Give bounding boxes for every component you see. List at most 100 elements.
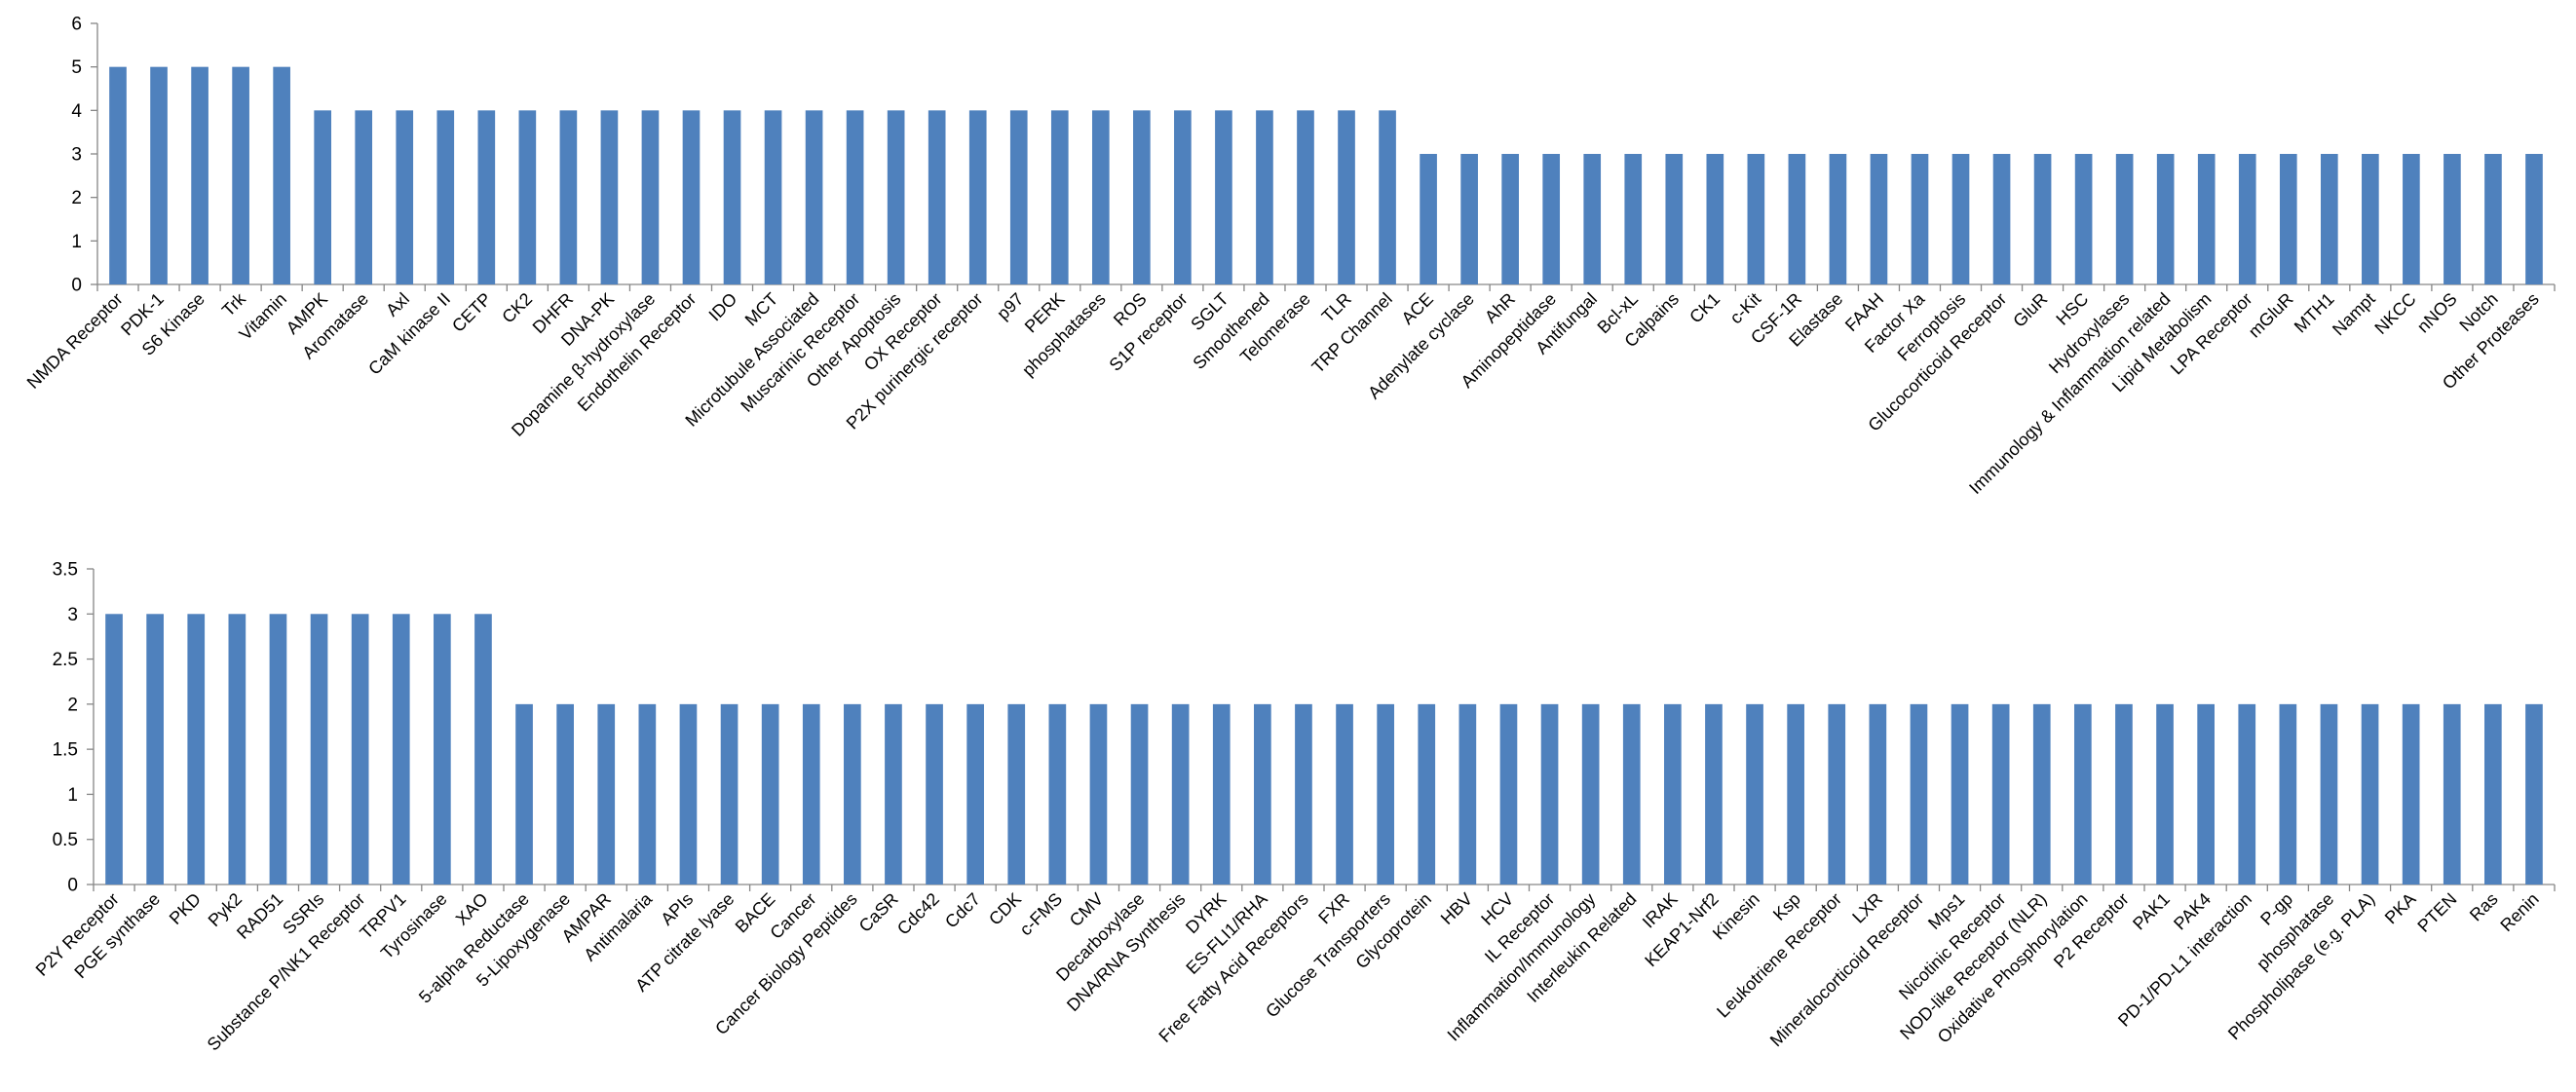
x-category-label: Nampt [2329, 289, 2379, 340]
bar [2074, 154, 2093, 284]
y-tick-label: 2.5 [53, 650, 78, 670]
bar [518, 110, 537, 284]
bar [1009, 110, 1028, 284]
bar [1542, 154, 1561, 284]
bar [2525, 154, 2543, 284]
y-tick-label: 3.5 [53, 560, 78, 581]
bar [1215, 110, 1232, 284]
bar [1050, 110, 1069, 284]
bar [2238, 703, 2256, 885]
y-tick-label: 0 [71, 276, 82, 296]
bar [1951, 154, 1970, 284]
bar [2484, 703, 2502, 885]
bar [109, 66, 127, 285]
x-category-label: NKCC [2370, 289, 2419, 338]
x-category-label: nNOS [2413, 289, 2461, 337]
bar [2361, 703, 2379, 885]
y-tick-label: 3 [71, 145, 82, 166]
bar [2156, 154, 2175, 284]
bar [1583, 154, 1602, 284]
bar [1458, 703, 1477, 885]
bar [1911, 154, 1929, 284]
bar [396, 110, 414, 284]
bar [846, 110, 864, 284]
bar [105, 614, 123, 885]
bar [1910, 703, 1928, 885]
bar [723, 110, 741, 284]
y-tick-label: 4 [71, 101, 82, 122]
bar [310, 614, 328, 885]
bar [150, 66, 168, 285]
bar [2156, 703, 2174, 885]
bar [926, 703, 943, 885]
bar [887, 110, 905, 284]
bar [2484, 154, 2502, 284]
bar [1705, 703, 1723, 885]
bar [1870, 154, 1888, 284]
x-category-label: Trk [218, 288, 250, 320]
bar [2197, 703, 2215, 885]
bar [2403, 154, 2420, 284]
bar [802, 703, 820, 885]
bar [2279, 703, 2297, 885]
bar [477, 110, 496, 284]
bar [1133, 110, 1151, 284]
bar [1377, 703, 1394, 885]
bar [1048, 703, 1067, 885]
bar [2443, 154, 2461, 284]
bar [2238, 154, 2256, 284]
x-category-label: Cdc7 [941, 889, 984, 932]
bar [1295, 703, 1312, 885]
bar [1746, 703, 1763, 885]
bar [1418, 703, 1436, 885]
bar [761, 703, 779, 885]
bar [2443, 703, 2461, 885]
x-category-label: mGluR [2245, 289, 2297, 342]
bar [805, 110, 823, 284]
bar [1501, 154, 1519, 284]
bar [641, 110, 660, 284]
bar [2279, 154, 2297, 284]
x-category-label: MTH1 [2291, 289, 2338, 337]
bar [515, 703, 533, 885]
bar [2197, 154, 2216, 284]
bar [1420, 154, 1437, 284]
bar [764, 110, 782, 284]
bar [1951, 703, 1969, 885]
x-category-label: CaSR [855, 889, 902, 936]
x-category-label: Axl [382, 289, 413, 320]
bar [2115, 154, 2134, 284]
x-category-label: IDO [705, 289, 741, 325]
bar [1706, 154, 1724, 284]
bar [2033, 154, 2052, 284]
bar [844, 703, 861, 885]
bar [1665, 154, 1684, 284]
y-tick-label: 2 [67, 695, 78, 715]
x-category-label: Ras [2466, 889, 2502, 925]
bar [966, 703, 984, 885]
y-tick-label: 5 [71, 57, 82, 78]
bar [1089, 703, 1108, 885]
x-category-label: CK1 [1686, 289, 1724, 327]
bar [2074, 703, 2092, 885]
y-tick-label: 2 [71, 188, 82, 208]
bar [392, 614, 410, 885]
x-category-label: p97 [993, 289, 1027, 323]
bar [968, 110, 987, 284]
bar [556, 703, 574, 885]
y-tick-label: 0.5 [53, 830, 78, 850]
y-tick-label: 0 [67, 876, 78, 896]
bar [1540, 703, 1559, 885]
bar [1338, 110, 1355, 284]
bar [600, 110, 619, 284]
bar [1828, 703, 1846, 885]
bar [720, 703, 739, 885]
bar [559, 110, 578, 284]
bar [1171, 703, 1190, 885]
x-category-label: PKD [166, 889, 205, 928]
bar [1174, 110, 1192, 284]
bar [1869, 703, 1887, 885]
bar [232, 66, 249, 285]
